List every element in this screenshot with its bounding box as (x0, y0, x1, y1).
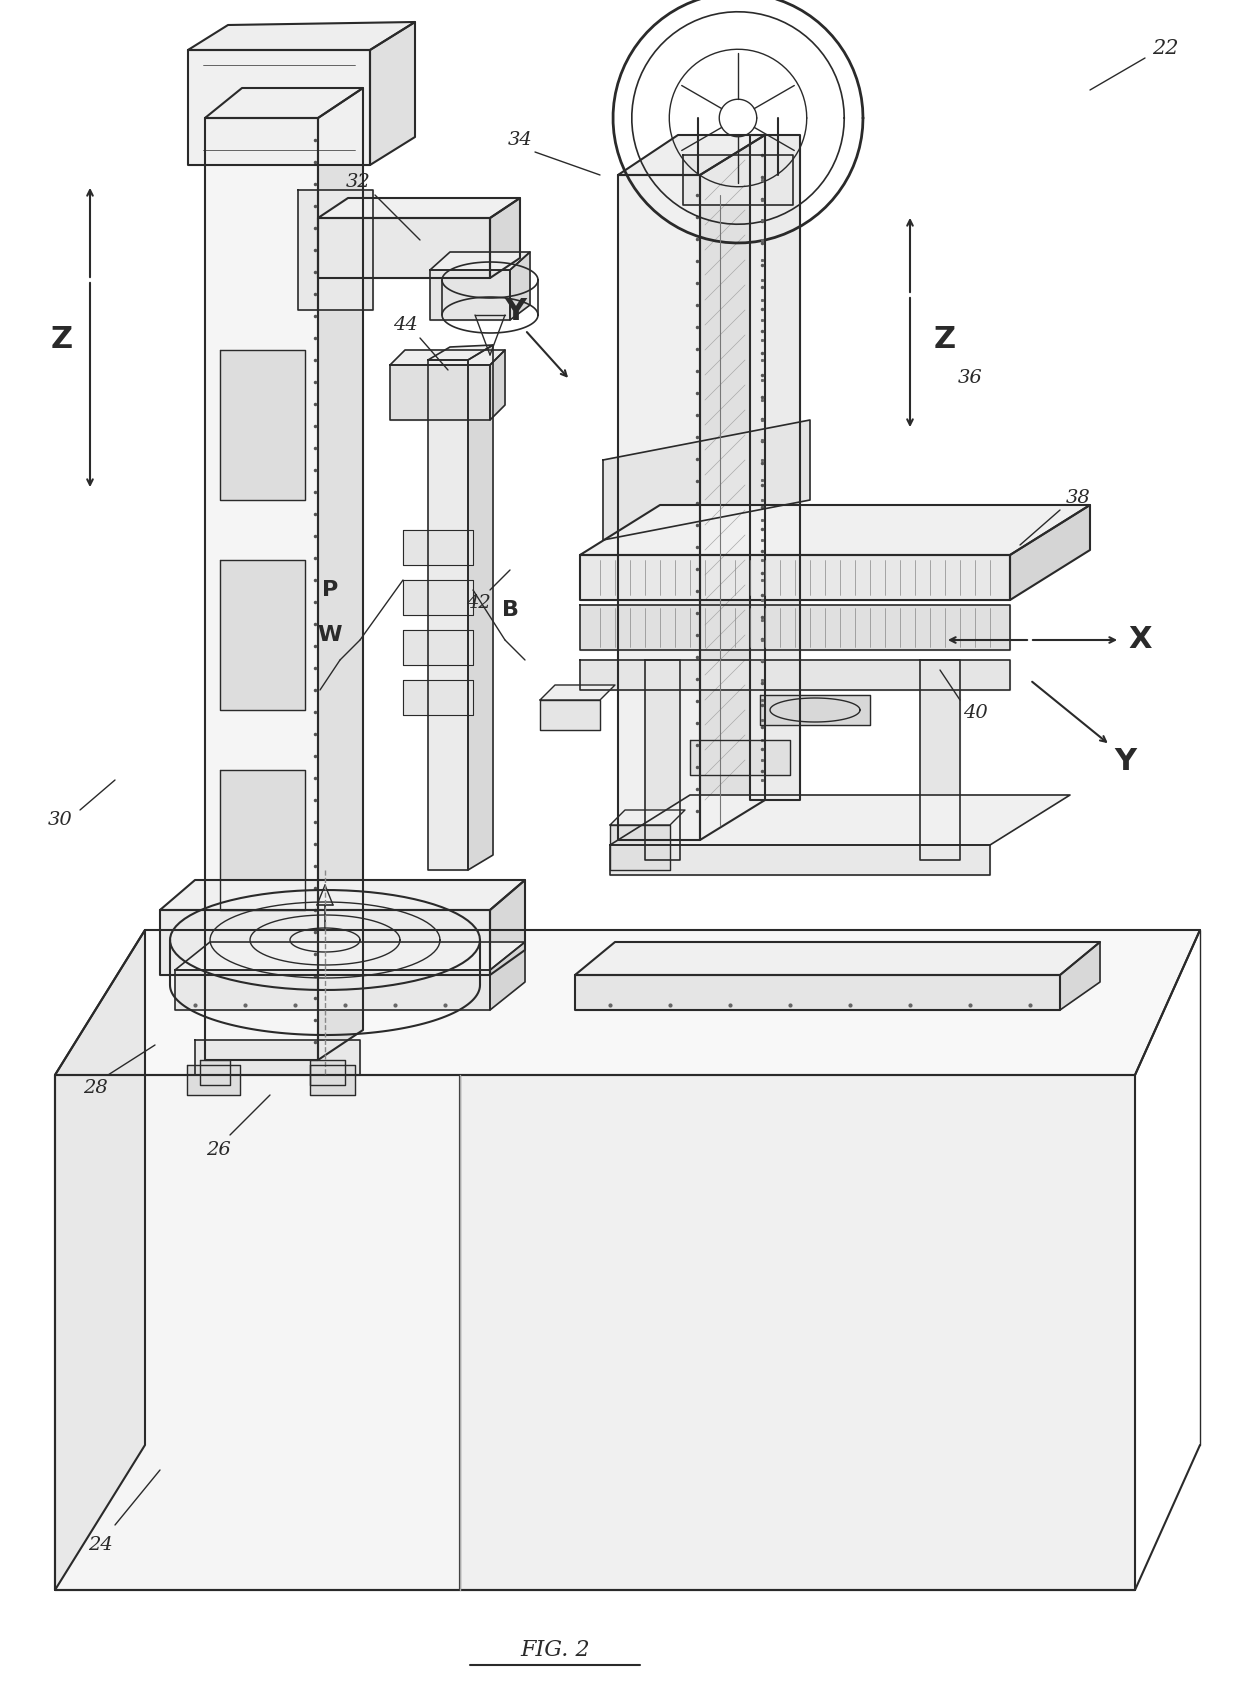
Polygon shape (618, 175, 701, 841)
Polygon shape (219, 560, 305, 710)
Polygon shape (750, 134, 800, 800)
Polygon shape (403, 681, 472, 715)
Polygon shape (610, 795, 1070, 844)
Polygon shape (539, 684, 615, 700)
Polygon shape (920, 660, 960, 860)
Polygon shape (575, 941, 1100, 975)
Polygon shape (580, 505, 1090, 555)
Polygon shape (55, 929, 145, 1590)
Polygon shape (403, 529, 472, 565)
Polygon shape (428, 346, 494, 361)
Polygon shape (188, 49, 370, 165)
Text: Z: Z (934, 325, 956, 354)
Polygon shape (1060, 941, 1100, 1009)
Polygon shape (219, 351, 305, 500)
Polygon shape (701, 134, 765, 841)
Polygon shape (55, 929, 1200, 1076)
Polygon shape (317, 89, 363, 1060)
Polygon shape (689, 740, 790, 774)
Polygon shape (430, 252, 529, 271)
Polygon shape (490, 351, 505, 420)
Text: 42: 42 (466, 594, 490, 613)
Text: P: P (322, 580, 339, 601)
Polygon shape (310, 1060, 345, 1084)
Polygon shape (219, 769, 305, 911)
Polygon shape (370, 22, 415, 165)
Polygon shape (610, 810, 684, 825)
Text: Y: Y (503, 298, 526, 327)
Polygon shape (175, 970, 490, 1009)
Text: W: W (317, 625, 342, 645)
Polygon shape (580, 660, 1011, 689)
Polygon shape (575, 975, 1060, 1009)
Polygon shape (510, 252, 529, 320)
Text: 30: 30 (47, 810, 72, 829)
Polygon shape (490, 880, 525, 975)
Polygon shape (403, 630, 472, 665)
Polygon shape (645, 660, 680, 860)
Polygon shape (160, 880, 525, 911)
Text: 28: 28 (83, 1079, 108, 1098)
Polygon shape (580, 555, 1011, 601)
Text: X: X (1128, 626, 1152, 655)
Polygon shape (200, 1060, 229, 1084)
Text: 38: 38 (1065, 488, 1090, 507)
Polygon shape (603, 420, 810, 540)
Polygon shape (1011, 505, 1090, 601)
Polygon shape (391, 364, 490, 420)
Polygon shape (55, 1076, 460, 1590)
Polygon shape (317, 218, 490, 277)
Polygon shape (490, 941, 525, 1009)
Polygon shape (428, 361, 467, 870)
Polygon shape (195, 1040, 360, 1076)
Text: 34: 34 (507, 131, 532, 150)
Polygon shape (205, 117, 317, 1060)
Text: 22: 22 (1152, 39, 1178, 58)
Polygon shape (317, 197, 520, 218)
Polygon shape (610, 825, 670, 870)
Text: FIG. 2: FIG. 2 (521, 1639, 590, 1661)
Polygon shape (683, 155, 794, 204)
Text: 44: 44 (393, 317, 418, 334)
Text: 40: 40 (962, 705, 987, 722)
Polygon shape (490, 197, 520, 277)
Polygon shape (580, 604, 1011, 650)
Polygon shape (310, 1065, 355, 1094)
Polygon shape (298, 191, 373, 310)
Text: 32: 32 (346, 174, 371, 191)
Polygon shape (188, 22, 415, 49)
Polygon shape (430, 271, 510, 320)
Text: 26: 26 (206, 1140, 231, 1159)
Text: 36: 36 (957, 369, 982, 386)
Polygon shape (460, 1076, 1135, 1590)
Text: 24: 24 (88, 1535, 113, 1554)
Polygon shape (403, 580, 472, 614)
Polygon shape (610, 844, 990, 875)
Polygon shape (539, 700, 600, 730)
Polygon shape (391, 351, 505, 364)
Polygon shape (187, 1065, 241, 1094)
Polygon shape (760, 694, 870, 725)
Polygon shape (205, 89, 363, 117)
Polygon shape (160, 911, 490, 975)
Polygon shape (175, 941, 525, 970)
Text: Z: Z (51, 325, 73, 354)
Polygon shape (467, 346, 494, 870)
Text: Y: Y (1114, 747, 1136, 776)
Text: B: B (501, 601, 518, 620)
Polygon shape (618, 134, 765, 175)
